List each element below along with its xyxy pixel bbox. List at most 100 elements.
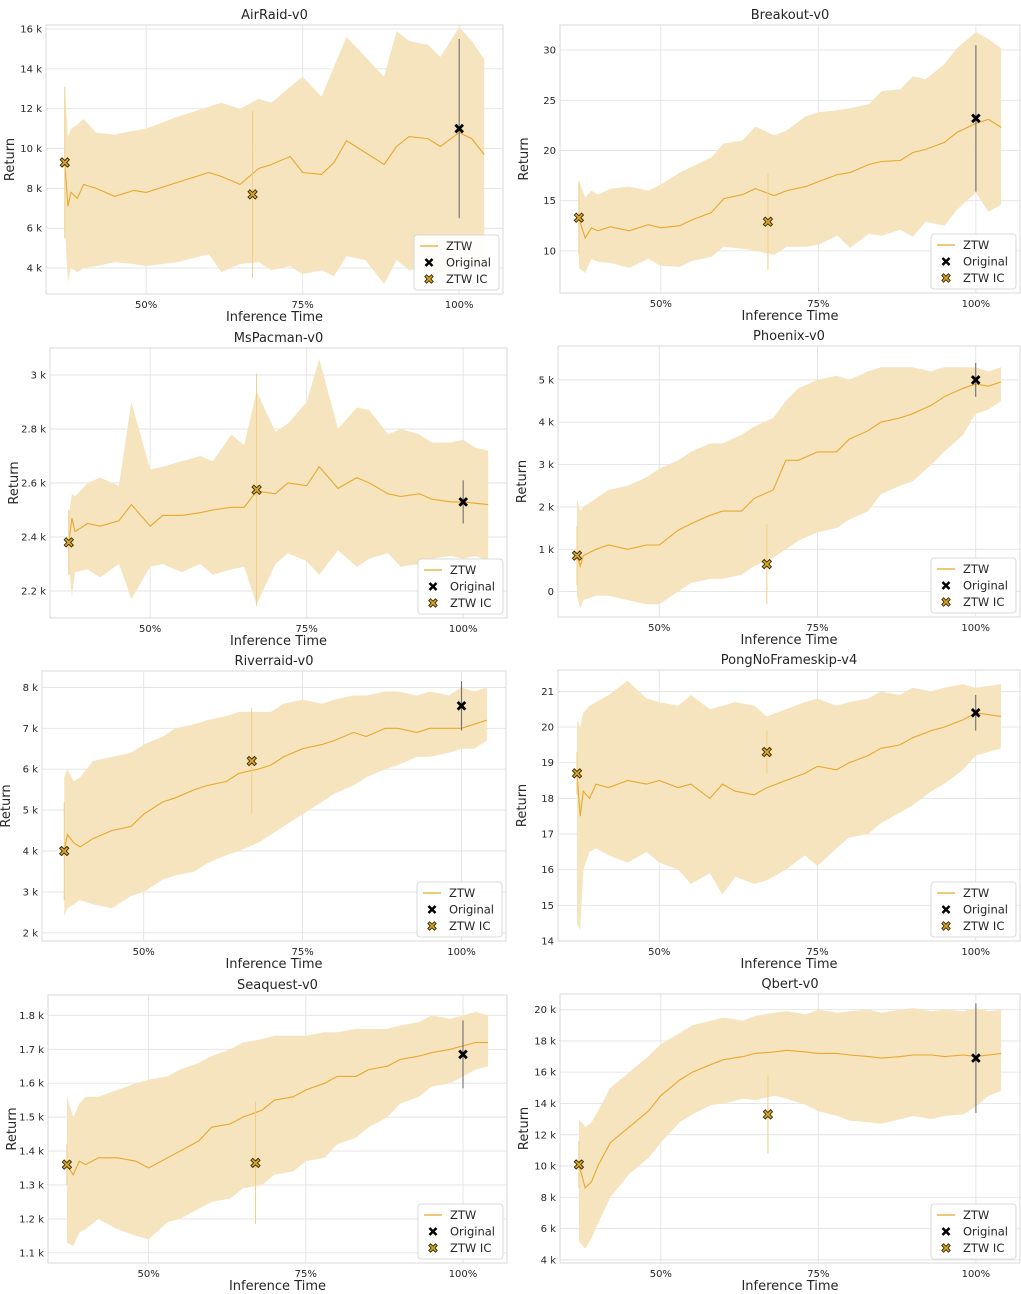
ztw-confidence-band — [64, 687, 487, 917]
x-axis-label: Inference Time — [230, 634, 327, 649]
y-tick-label: 4 k — [539, 418, 555, 429]
y-tick-label: 1.7 k — [19, 1045, 44, 1056]
plot-frame — [557, 345, 1021, 618]
data-layer — [571, 680, 1002, 931]
original-marker — [971, 1053, 981, 1063]
legend-box — [416, 881, 503, 938]
y-tick-label: 1.5 k — [19, 1113, 44, 1124]
x-tick-label: 100% — [449, 1269, 478, 1280]
plot-frame — [41, 670, 507, 942]
ztw-confidence-band — [578, 32, 1002, 273]
plot-frame — [557, 669, 1021, 942]
y-tick-label: 30 — [543, 46, 556, 57]
ztw-confidence-band — [578, 1008, 1002, 1249]
ztw-ic-marker — [59, 157, 71, 168]
y-tick-label: 7 k — [23, 724, 39, 735]
legend-ztw-ic-swatch — [424, 274, 434, 284]
y-tick-label: 14 k — [534, 1099, 556, 1110]
data-layer — [59, 27, 485, 284]
chart-title: AirRaid-v0 — [241, 8, 308, 23]
y-tick-label: 5 k — [23, 806, 39, 817]
y-tick-label: 8 k — [23, 683, 39, 694]
legend-original-swatch — [428, 582, 438, 591]
chart-title: Phoenix-v0 — [753, 329, 825, 344]
y-axis-label: Return — [517, 137, 532, 180]
y-axis-label: Return — [3, 138, 18, 181]
legend-ztw-ic-label: ZTW IC — [449, 919, 490, 933]
y-tick-label: 2.4 k — [21, 533, 46, 544]
x-axis-label: Inference Time — [741, 1279, 838, 1294]
legend-original-label: Original — [449, 903, 494, 917]
legend-ztw-ic-label: ZTW IC — [963, 271, 1004, 285]
legend-box — [930, 557, 1017, 614]
x-tick-label: 50% — [139, 624, 161, 635]
y-tick-label: 10 k — [20, 144, 42, 155]
y-tick-label: 25 — [543, 96, 556, 107]
y-tick-label: 8 k — [541, 1193, 557, 1204]
legend-box — [930, 1203, 1017, 1260]
y-axis-label: Return — [515, 460, 530, 503]
y-tick-label: 12 k — [20, 104, 42, 115]
y-tick-label: 14 — [541, 937, 554, 948]
y-axis-label: Return — [517, 1107, 532, 1150]
legend-ztw-label: ZTW — [963, 1208, 989, 1222]
x-tick-label: 75% — [807, 299, 829, 310]
x-tick-label: 75% — [295, 1269, 317, 1280]
legend-original-label: Original — [963, 1225, 1008, 1239]
y-tick-label: 2 k — [539, 502, 555, 513]
ztw-line — [578, 1049, 1002, 1189]
y-axis-label: Return — [5, 1107, 20, 1150]
y-tick-label: 4 k — [541, 1255, 557, 1266]
y-tick-label: 19 — [541, 758, 554, 769]
x-tick-label: 100% — [445, 300, 474, 311]
original-marker — [456, 701, 467, 711]
chart-panel-3: MsPacman-v0 50% 75% 100% 2.2 k 2.4 k 2.6 k 2.8 … — [7, 331, 508, 649]
ztw-ic-marker — [58, 845, 70, 857]
ztw-confidence-band — [64, 27, 485, 284]
y-axis-label: Return — [515, 784, 530, 827]
ztw-line — [64, 131, 485, 207]
chart-panel-4: Phoenix-v0 50% 75% 100% 0 1 k 2 k 3 k 4 k 5 k Infe… — [515, 329, 1021, 648]
chart-title: Qbert-v0 — [761, 977, 818, 992]
y-tick-label: 20 k — [534, 1005, 556, 1016]
legend-box — [930, 881, 1017, 938]
chart-title: Breakout-v0 — [751, 8, 830, 23]
ztw-ic-marker — [761, 746, 773, 758]
legend-ztw-label: ZTW — [449, 886, 475, 900]
legend-original-swatch — [427, 905, 437, 914]
legend: ZTW Original ZTW IC — [417, 558, 504, 615]
y-tick-label: 15 — [541, 901, 554, 912]
legend-box — [417, 558, 504, 615]
ztw-ic-marker — [762, 216, 774, 227]
y-tick-label: 1.2 k — [19, 1214, 44, 1225]
x-axis-label: Inference Time — [740, 633, 837, 648]
legend-box — [413, 234, 500, 291]
legend-original-swatch — [941, 1227, 951, 1236]
data-layer — [571, 362, 1002, 609]
x-tick-label: 50% — [650, 1269, 672, 1280]
y-tick-label: 1 k — [539, 545, 555, 556]
y-tick-label: 20 — [543, 146, 556, 157]
legend-original-swatch — [941, 581, 951, 590]
y-tick-label: 2 k — [23, 928, 39, 939]
legend-original-label: Original — [450, 1225, 495, 1239]
ztw-line — [578, 118, 1002, 240]
chart-panel-6: PongNoFrameskip-v4 50% 75% 100% 14 15 16 17 18 19… — [515, 653, 1021, 972]
y-tick-label: 1.4 k — [19, 1147, 44, 1158]
legend-ztw-ic-label: ZTW IC — [963, 595, 1004, 609]
y-tick-label: 15 — [543, 196, 556, 207]
x-tick-label: 100% — [449, 624, 478, 635]
ztw-line — [63, 719, 488, 852]
legend: ZTW Original ZTW IC — [930, 233, 1017, 290]
legend-ztw-ic-swatch — [941, 273, 951, 283]
chart-title: PongNoFrameskip-v4 — [721, 653, 857, 668]
legend-ztw-ic-swatch — [428, 1243, 438, 1253]
plot-frame — [45, 24, 504, 295]
y-tick-label: 12 k — [534, 1130, 556, 1141]
y-tick-label: 16 — [541, 865, 554, 876]
legend-ztw-ic-swatch — [941, 597, 951, 607]
chart-panel-2: Breakout-v0 50% 75% 100% 10 15 20 25 30 Inference… — [517, 8, 1021, 324]
y-tick-label: 4 k — [23, 847, 39, 858]
x-tick-label: 50% — [650, 299, 672, 310]
ztw-line — [576, 712, 1002, 817]
